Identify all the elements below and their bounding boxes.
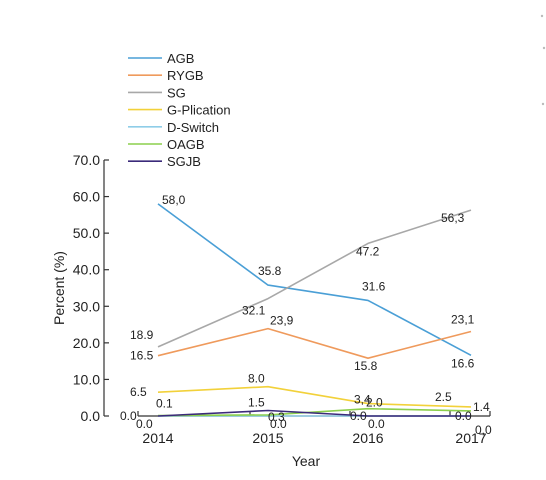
series-line-oagb [157,407,472,417]
legend-label: OAGB [167,137,205,152]
series-line-sgjb [157,409,471,417]
edge-mark [541,102,545,106]
data-label-sg: 47.2 [356,244,380,258]
series-line-sg [157,209,472,348]
y-tick-label: 0.0 [81,408,101,424]
y-axis-title: Percent (%) [51,251,67,325]
y-tick-label: 20.0 [73,335,100,351]
y-tick-label: 40.0 [73,262,100,278]
edge-marks [540,14,546,106]
data-label-d-switch: 0.0 [270,417,287,431]
data-label-agb: 58,0 [162,193,186,207]
legend-item: RYGB [128,68,204,83]
legend-item: AGB [128,51,194,66]
x-tick-label: 2016 [352,430,383,446]
legend-label: SG [167,85,186,100]
y-tick-label: 70.0 [73,152,100,168]
data-label-agb: 31.6 [362,279,386,293]
data-label-sg: 56,3 [441,211,465,225]
edge-mark [540,14,544,18]
data-label-oagb: 1.4 [473,400,490,414]
data-label-rygb: 16.5 [130,349,154,363]
data-label-sg: 32.1 [242,304,266,318]
data-label-agb: 35.8 [258,264,282,278]
x-axis-title: Year [292,453,321,469]
legend-item: D-Switch [128,120,219,135]
series-lines [157,203,472,417]
y-tick-label: 60.0 [73,189,100,205]
data-labels: 58,0 35.8 31.6 16.6 16.5 23,9 15.8 23,1 18.9 32.1… [120,193,492,437]
data-label-g-plication: 2.5 [435,390,452,404]
data-label-rygb: 23,9 [270,314,294,328]
data-label-g-plication: 8.0 [248,372,265,386]
data-label-d-switch: 0.0 [368,417,385,431]
data-label-d-switch: 0,0 [475,423,492,437]
y-tick-label: 10.0 [73,371,100,387]
series-line-g-plication [157,385,472,408]
legend-item: SGJB [128,154,201,169]
legend-label: SGJB [167,154,201,169]
legend-label: AGB [167,51,194,66]
legend-label: G-Plication [167,103,231,118]
series-line-rygb [157,327,472,360]
data-label-rygb: 23,1 [451,313,475,327]
legend-item: SG [128,85,186,100]
series-line-agb [157,203,472,357]
data-label-g-plication: 6.5 [130,385,147,399]
x-tick-label: 2015 [252,430,283,446]
data-label-g-plication: 3,4 [354,393,371,407]
x-tick-label: 2017 [455,430,486,446]
y-tick-label: 50.0 [73,225,100,241]
data-label-sg: 18.9 [130,328,154,342]
legend-item: G-Plication [128,103,231,118]
data-label-rygb: 15.8 [354,359,378,373]
x-axis: Year 2014 2015 2016 2017 [137,411,491,469]
data-label-sgjb: 0.0 [350,409,367,423]
x-tick-label: 2014 [142,430,173,446]
legend: AGB RYGB SG G-Plication D-Switch OAGB SGJB [128,51,231,169]
legend-label: RYGB [167,68,204,83]
data-label-agb: 16.6 [451,356,475,370]
data-label-sgjb: 1.5 [248,396,265,410]
data-label-oagb: 0.1 [156,397,173,411]
data-label-oagb: 0.3 [268,410,285,424]
legend-item: OAGB [128,137,205,152]
data-label-sgjb: 0.0 [120,409,137,423]
data-label-d-switch: 0.0 [136,417,153,431]
y-tick-label: 30.0 [73,298,100,314]
edge-mark [542,46,546,50]
data-label-oagb: 2.0 [366,396,383,410]
legend-label: D-Switch [167,120,219,135]
y-axis: Percent (%) 0.0 10.0 20.0 30.0 40.0 50.0 60.0 7… [51,152,109,424]
data-label-sgjb: 0.0 [455,409,472,423]
